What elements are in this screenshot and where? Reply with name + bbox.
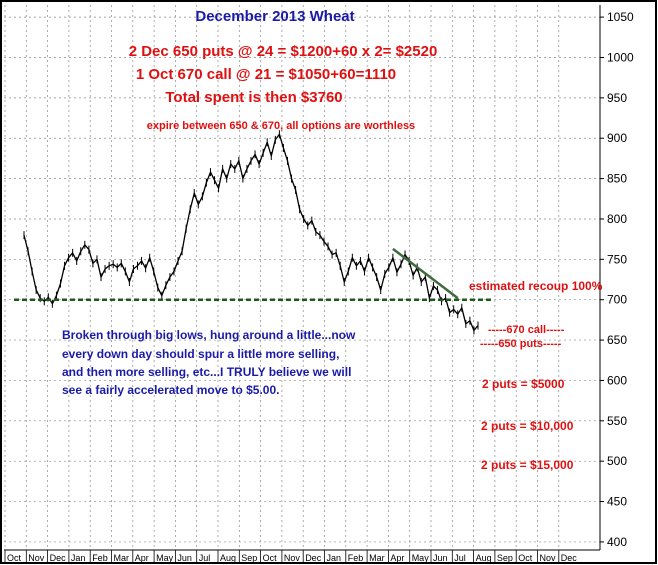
x-tick-label: Mar	[114, 553, 130, 563]
x-tick-label: Dec	[305, 553, 322, 563]
y-tick-label: 600	[607, 373, 627, 387]
comment-line4: see a fairly accelerated move to $5.00.	[62, 383, 279, 397]
x-tick-label: Apr	[390, 553, 404, 563]
x-tick-label: Nov	[284, 553, 301, 563]
annotation-estimated: estimated recoup 100%	[469, 279, 603, 293]
x-tick-label: Dec	[50, 553, 67, 563]
annotation-puts-15000: 2 puts = $15,000	[481, 458, 574, 472]
y-tick-label: 1050	[607, 10, 634, 24]
annotation-line1: 2 Dec 650 puts @ 24 = $1200+60 x 2= $252…	[129, 43, 438, 60]
y-tick-label: 800	[607, 212, 627, 226]
y-tick-label: 900	[607, 131, 627, 145]
y-tick-label: 500	[607, 454, 627, 468]
y-tick-label: 650	[607, 333, 627, 347]
y-tick-label: 750	[607, 252, 627, 266]
comment-line3: and then more selling, etc...I TRULY bel…	[62, 365, 351, 379]
x-tick-label: Oct	[7, 553, 22, 563]
x-tick-label: Jul	[454, 553, 466, 563]
y-tick-label: 700	[607, 293, 627, 307]
y-tick-label: 550	[607, 414, 627, 428]
x-tick-label: Nov	[540, 553, 557, 563]
annotation-expire: expire between 650 & 670, all options ar…	[147, 120, 415, 132]
x-tick-label: Feb	[348, 553, 364, 563]
annotation-line3: Total spent is then $3760	[165, 89, 342, 106]
y-tick-label: 400	[607, 535, 627, 549]
annotation-puts: -----650 puts-----	[480, 338, 562, 350]
x-tick-label: Oct	[263, 553, 278, 563]
y-tick-label: 850	[607, 172, 627, 186]
x-tick-label: Aug	[220, 553, 236, 563]
x-tick-label: Nov	[28, 553, 45, 563]
annotation-line2: 1 Oct 670 call @ 21 = $1050+60=1110	[136, 66, 396, 83]
chart-title: December 2013 Wheat	[195, 8, 354, 25]
comment-line1: Broken through big lows, hung around a l…	[62, 328, 356, 342]
annotation-call: -----670 call-----	[488, 324, 565, 336]
x-tick-label: Dec	[561, 553, 578, 563]
x-tick-label: Jan	[71, 553, 86, 563]
x-tick-label: May	[412, 553, 430, 563]
x-tick-label: Jul	[199, 553, 211, 563]
y-tick-label: 1000	[607, 50, 634, 64]
y-tick-label: 450	[607, 495, 627, 509]
x-tick-label: Aug	[476, 553, 492, 563]
x-tick-label: Apr	[135, 553, 149, 563]
x-tick-label: May	[156, 553, 174, 563]
x-tick-label: Oct	[518, 553, 533, 563]
annotation-puts-5000: 2 puts = $5000	[482, 377, 565, 391]
comment-line2: every down day should spur a little more…	[62, 347, 339, 361]
x-tick-label: Jun	[177, 553, 192, 563]
x-tick-label: Mar	[369, 553, 385, 563]
y-tick-label: 950	[607, 91, 627, 105]
x-tick-label: Sep	[241, 553, 257, 563]
x-tick-label: Jun	[433, 553, 448, 563]
x-tick-label: Sep	[497, 553, 513, 563]
trend-line	[392, 247, 459, 300]
x-tick-label: Jan	[327, 553, 342, 563]
x-tick-label: Feb	[92, 553, 108, 563]
annotation-puts-10000: 2 puts = $10,000	[481, 419, 574, 433]
